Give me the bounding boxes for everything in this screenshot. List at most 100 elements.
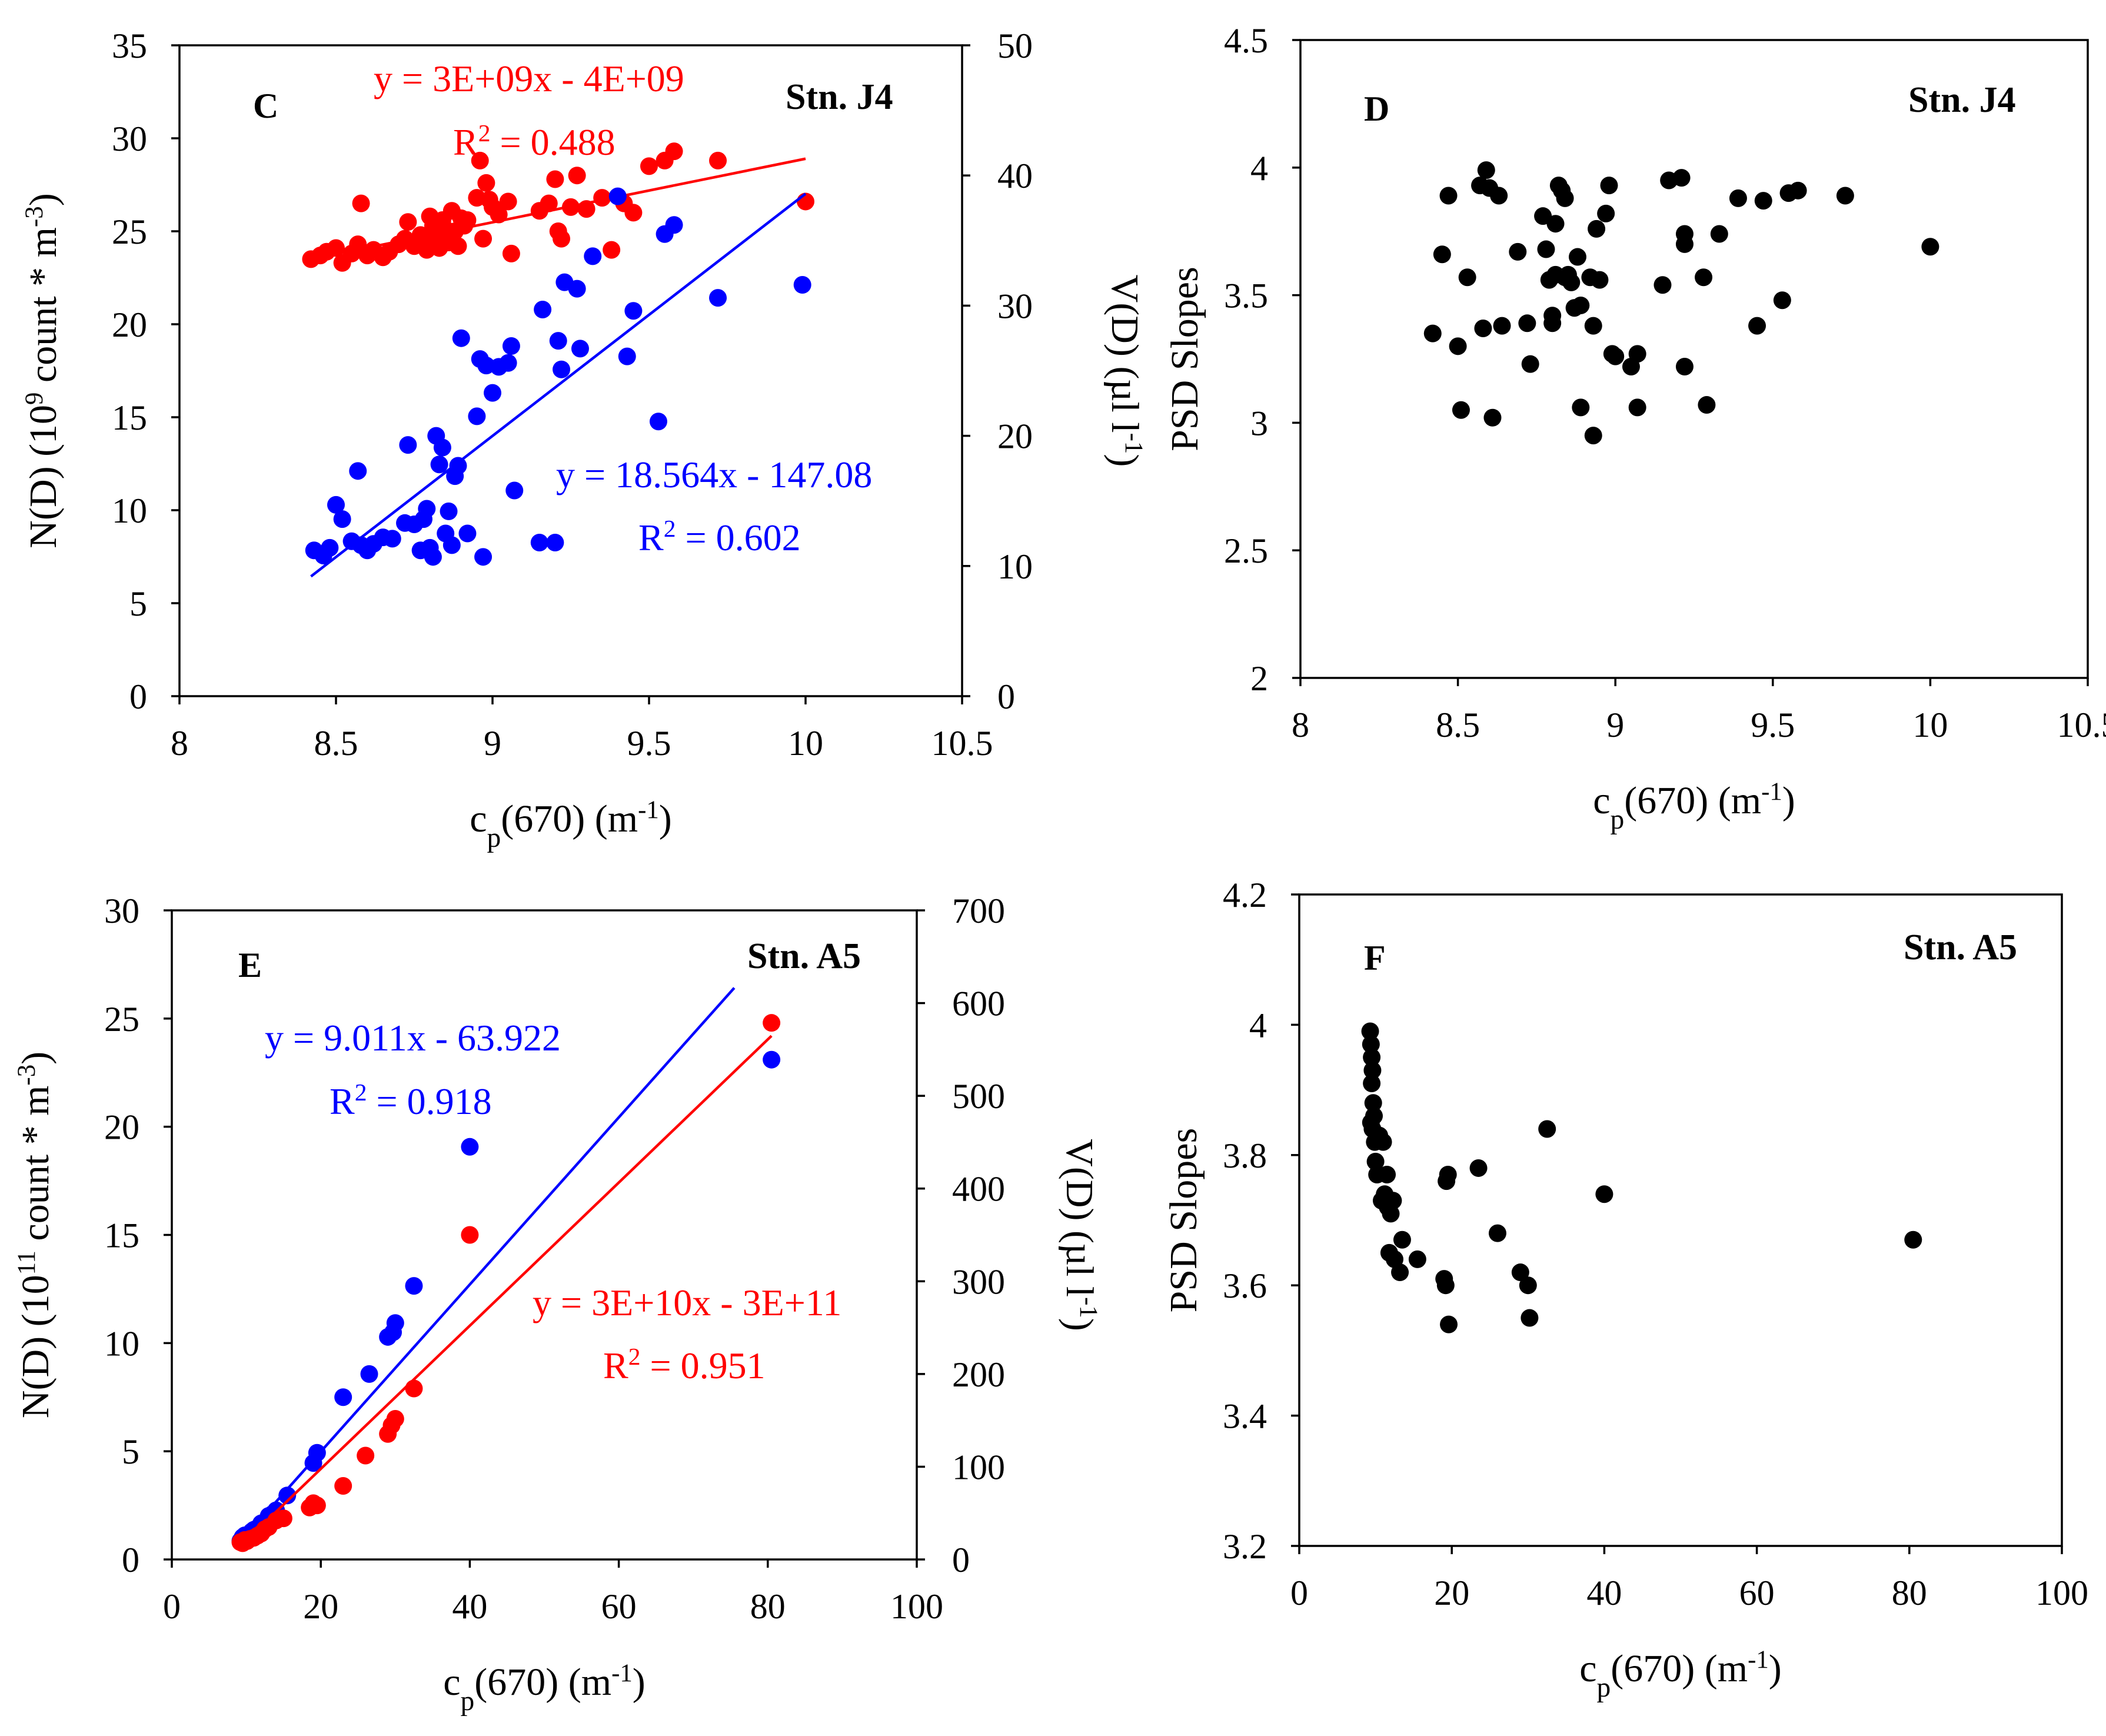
data-point [1588,220,1606,238]
data-point [1675,235,1694,253]
data-point [553,230,571,248]
x-tick-label: 20 [303,1587,338,1626]
data-point [461,1138,479,1156]
y-axis-label: N(D) (1011 count * m-3) [13,1052,58,1418]
data-point [452,329,470,347]
y2-axis-label: V(D) (µl l-1) [1058,1139,1103,1331]
data-point [461,1226,479,1244]
data-point [1393,1231,1411,1249]
data-point [458,524,477,543]
data-point [1695,268,1713,287]
r-squared: R2 = 0.488 [453,119,616,163]
data-point [1440,1315,1458,1333]
data-point [1591,271,1609,289]
data-point [386,1314,404,1332]
data-point [640,157,658,175]
series-nd [302,142,814,272]
data-point [709,151,727,169]
data-point [418,500,436,518]
y2-tick-label: 30 [997,287,1033,325]
data-point [1366,1152,1385,1170]
data-point [360,1365,378,1383]
y-tick-label: 20 [104,1108,139,1147]
x-tick-label: 10 [788,724,823,763]
data-point [383,530,401,548]
data-point [1921,238,1939,256]
data-point [709,289,727,307]
data-point [534,301,552,319]
y2-tick-label: 40 [997,157,1033,195]
data-point [1628,345,1646,363]
data-point [1597,204,1615,222]
series-psdslope [1423,161,1939,445]
r-squared: R2 = 0.951 [603,1343,766,1386]
x-tick-label: 40 [1586,1574,1622,1612]
data-point [1391,1263,1409,1282]
data-point [499,192,517,211]
data-point [584,247,602,265]
data-point [349,462,367,480]
y2-tick-label: 300 [952,1262,1005,1301]
y-tick-label: 3.8 [1223,1136,1267,1175]
data-point [1490,187,1508,205]
data-point [1748,317,1766,335]
y-axis-label: PSD Slopes [1162,1128,1205,1313]
x-tick-label: 20 [1434,1574,1469,1612]
y-tick-label: 5 [122,1432,139,1471]
y-tick-label: 35 [112,26,147,65]
data-point [399,436,417,454]
y-tick-label: 25 [112,212,147,251]
data-point [477,174,495,192]
data-point [1363,1048,1381,1066]
data-point [1773,291,1791,310]
data-point [1546,215,1565,233]
r-squared: R2 = 0.918 [330,1079,492,1122]
y-tick-label: 5 [129,584,147,623]
series-psdslope [1361,1022,1922,1333]
x-axis-label: cp(670) (m-1) [1579,1646,1782,1704]
data-point [763,1050,781,1069]
x-tick-label: 60 [1739,1574,1775,1612]
data-point [1538,1120,1556,1138]
data-point [499,354,517,372]
x-tick-label: 10.5 [2057,706,2106,744]
panel-letter: E [238,946,262,985]
data-point [1452,401,1470,419]
y-axis-label: PSD Slopes [1163,267,1206,451]
data-point [443,536,461,554]
data-point [308,1496,326,1515]
data-point [665,142,683,161]
data-point [568,167,586,185]
data-point [1754,192,1772,210]
data-point [1374,1133,1392,1151]
y-tick-label: 4.2 [1223,876,1267,914]
data-point [1628,398,1646,417]
y-tick-label: 4 [1250,149,1268,188]
data-point [449,457,467,475]
data-point [1584,427,1602,445]
y-tick-label: 2 [1250,659,1268,698]
y2-tick-label: 700 [952,892,1005,930]
data-point [603,241,621,259]
regression-equation: y = 3E+10x - 3E+11 [533,1282,841,1323]
data-point [562,198,580,216]
y-tick-label: 3.5 [1224,277,1268,315]
data-point [327,239,345,257]
data-point [568,280,586,298]
data-point [1606,347,1625,365]
panel-e: 0 20 40 60 80 1000510152025300100200300400500… [13,892,1103,1717]
panel-letter: F [1364,939,1386,977]
y-tick-label: 25 [104,1000,139,1039]
trend-line [310,192,807,578]
data-point [440,502,458,520]
data-point [1672,169,1691,187]
x-tick-label: 0 [163,1587,181,1626]
y2-axis-label: V(D) (µl l-1) [1103,275,1148,467]
data-point [577,200,595,218]
panel-f: 0 20 40 60 80 100 3.2 3.4 3.6 3.8 4 4.2 cp(670) (m-1… [1162,876,2088,1703]
r-squared: R2 = 0.602 [638,515,801,558]
data-point [274,1509,292,1528]
data-point [549,332,567,350]
y-tick-label: 0 [129,677,147,716]
data-point [1904,1231,1922,1249]
